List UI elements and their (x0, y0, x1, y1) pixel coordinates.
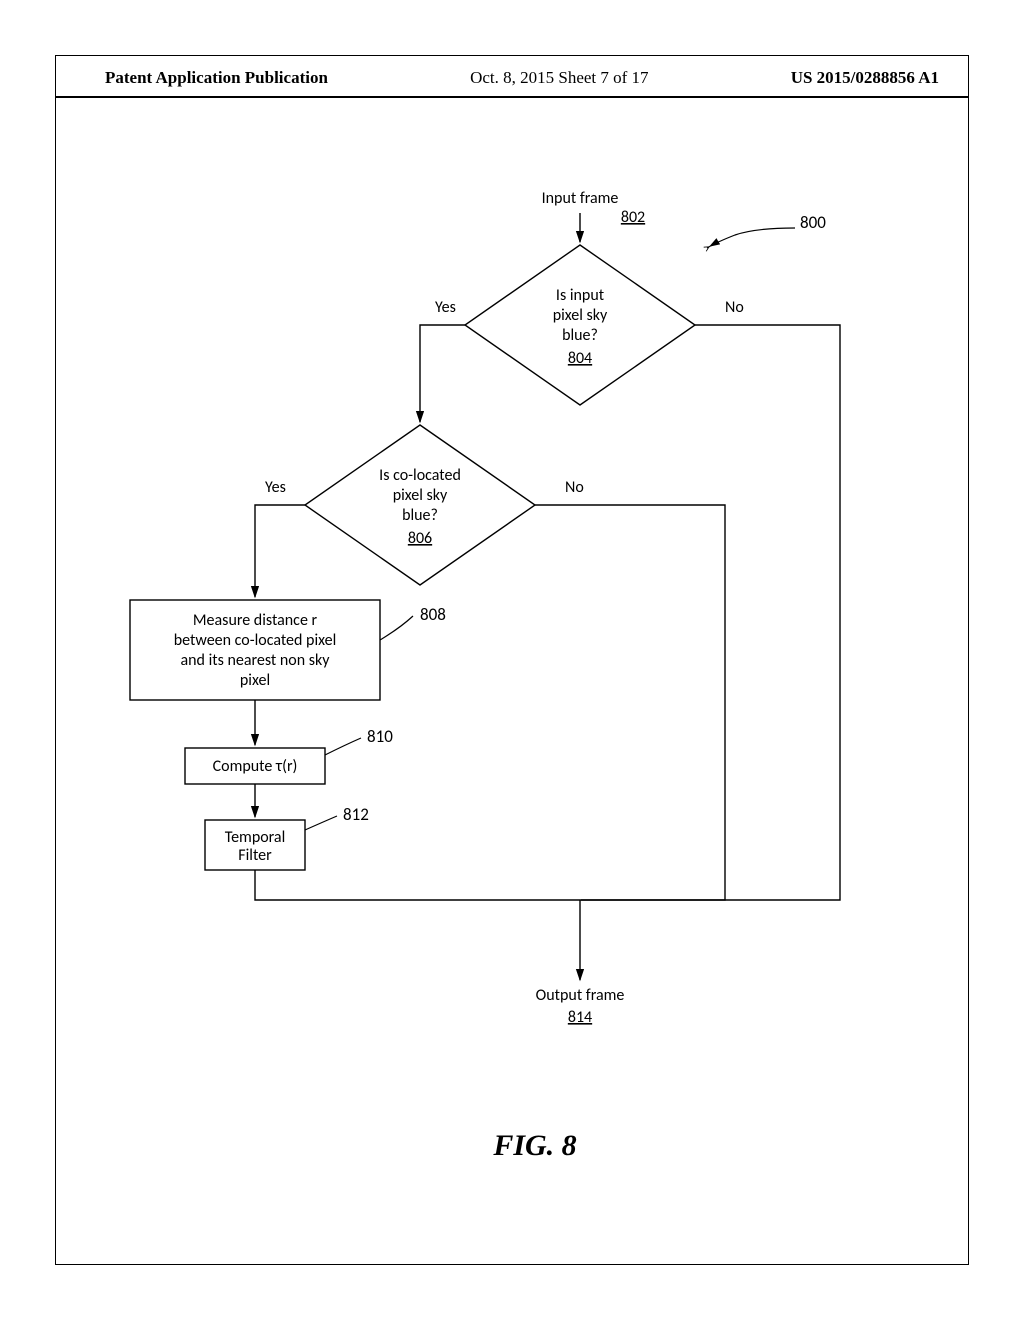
d1-ref: 804 (568, 349, 592, 368)
d1-line1: Is input (556, 286, 605, 305)
callout-812-label: 812 (343, 804, 369, 825)
header-right: US 2015/0288856 A1 (791, 68, 939, 88)
header-mid: Oct. 8, 2015 Sheet 7 of 17 (470, 68, 648, 88)
d1-line2: pixel sky (553, 306, 608, 325)
d1-yes-label: Yes (435, 298, 456, 317)
p808-l3: and its nearest non sky (180, 651, 330, 670)
d2-ref: 806 (408, 529, 432, 548)
header: Patent Application Publication Oct. 8, 2… (55, 68, 969, 98)
p812-l2: Filter (238, 846, 272, 865)
header-left: Patent Application Publication (105, 68, 328, 88)
edge-d2-yes (255, 505, 305, 597)
p810-label: Compute τ(r) (213, 757, 298, 776)
d1-no-label: No (725, 298, 744, 317)
p808-l4: pixel (240, 671, 270, 690)
p808-l2: between co-located pixel (174, 631, 337, 650)
start-label: Input frame (542, 189, 619, 208)
edge-d2-no (535, 505, 725, 900)
d2-no-label: No (565, 478, 584, 497)
callout-808-label: 808 (420, 604, 446, 625)
p808-l1: Measure distance r (193, 611, 318, 630)
decision-806 (305, 425, 535, 585)
d2-line2: pixel sky (393, 486, 448, 505)
figure-label: FIG. 8 (492, 1129, 576, 1162)
callout-800-label: 800 (800, 212, 826, 233)
p812-l1: Temporal (225, 828, 286, 847)
callout-808-curve (380, 616, 413, 640)
output-label: Output frame (536, 986, 625, 1005)
flowchart: Input frame 802 800 Is input pixel sky b… (55, 100, 969, 1265)
d2-line1: Is co-located (379, 466, 461, 485)
start-ref: 802 (621, 208, 645, 227)
edge-812-merge (255, 870, 580, 900)
edge-d1-no (580, 325, 840, 900)
decision-804 (465, 245, 695, 405)
callout-812-curve (305, 816, 337, 830)
callout-810-curve (325, 738, 361, 755)
callout-810-label: 810 (367, 726, 393, 747)
d1-line3: blue? (562, 326, 598, 345)
output-ref: 814 (568, 1008, 592, 1027)
callout-800-curve (707, 228, 795, 248)
d2-yes-label: Yes (265, 478, 286, 497)
d2-line3: blue? (402, 506, 438, 525)
edge-d1-yes (420, 325, 465, 422)
